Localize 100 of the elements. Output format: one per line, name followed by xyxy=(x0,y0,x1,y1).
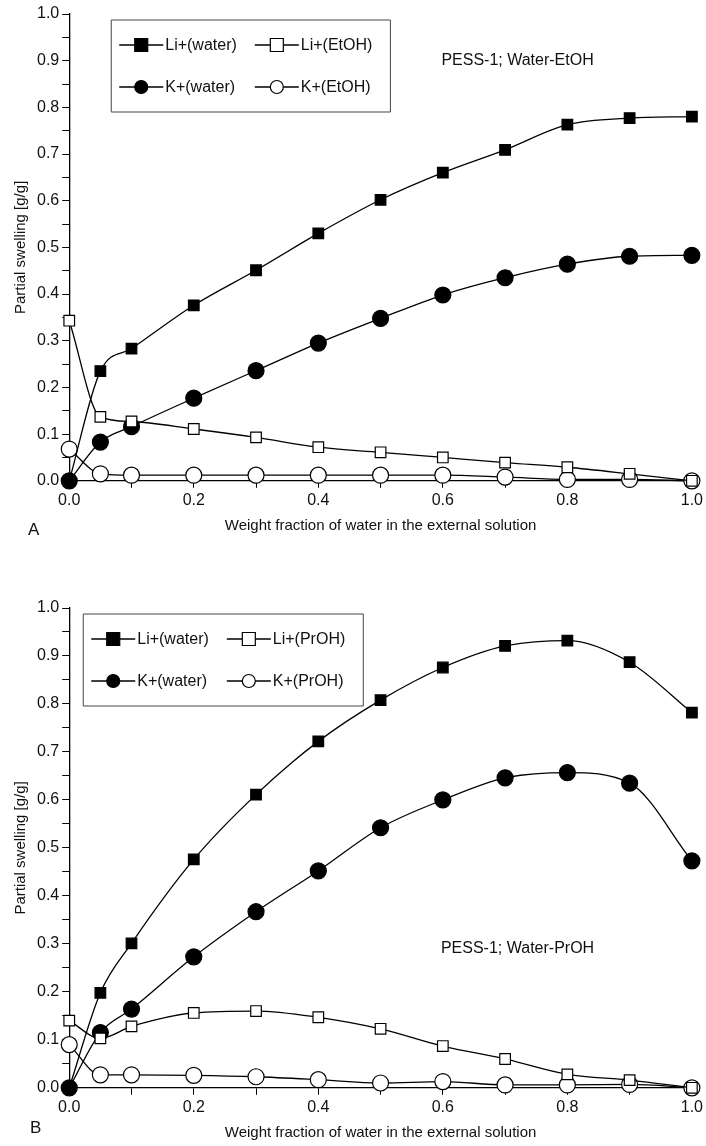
point xyxy=(250,431,262,444)
x-tick-label: 0.8 xyxy=(556,1097,579,1115)
point xyxy=(436,166,449,179)
y-tick-label: 0.9 xyxy=(36,51,60,69)
point xyxy=(309,1071,327,1089)
point xyxy=(621,247,639,265)
point xyxy=(94,365,107,378)
x-tick-label: 0.2 xyxy=(182,1097,205,1115)
y-tick-label: 0.9 xyxy=(36,646,60,664)
legend-label: K+(water) xyxy=(165,78,236,96)
x-tick-label: 0.0 xyxy=(58,1097,81,1115)
point xyxy=(434,466,452,484)
legend-label: Li+(water) xyxy=(137,630,209,648)
point xyxy=(247,1068,265,1086)
legend-label: K+(PrOH) xyxy=(272,672,344,690)
point xyxy=(561,634,574,647)
y-tick-label: 0.7 xyxy=(36,144,60,162)
point xyxy=(374,1022,387,1035)
point xyxy=(436,1040,449,1052)
point xyxy=(185,948,203,966)
point xyxy=(683,246,701,264)
point xyxy=(60,440,78,458)
y-axis-title: Partial swelling [g/g] xyxy=(11,180,29,315)
point xyxy=(685,706,698,719)
legend-label: Li+(water) xyxy=(165,36,237,54)
point xyxy=(561,461,574,474)
point xyxy=(496,1076,514,1094)
point xyxy=(499,143,511,156)
point xyxy=(434,1072,452,1091)
y-tick-label: 0.1 xyxy=(36,424,60,442)
point xyxy=(371,1074,390,1092)
x-tick-label: 0.8 xyxy=(556,490,579,508)
y-tick-label: 0.3 xyxy=(36,331,60,349)
point xyxy=(91,1066,109,1084)
legend-label: K+(EtOH) xyxy=(300,78,371,96)
x-tick-label: 0.4 xyxy=(307,490,330,508)
text: B xyxy=(30,1117,42,1137)
point xyxy=(94,1032,107,1045)
point xyxy=(436,661,449,674)
point xyxy=(496,468,514,486)
point xyxy=(623,467,636,480)
point xyxy=(623,112,636,124)
point xyxy=(309,466,327,484)
point xyxy=(371,819,390,837)
y-tick-label: 0.6 xyxy=(36,790,60,808)
point xyxy=(122,1000,141,1018)
y-tick-label: 0.4 xyxy=(36,886,60,904)
point xyxy=(309,334,327,352)
point xyxy=(434,791,452,809)
point xyxy=(312,1011,325,1024)
point xyxy=(558,255,576,273)
x-tick-label: 0.6 xyxy=(431,490,455,508)
y-axis-title: Partial swelling [g/g] xyxy=(11,781,29,915)
point xyxy=(60,1036,78,1054)
point xyxy=(250,788,262,801)
y-tick-label: 0.8 xyxy=(36,694,60,712)
y-tick-label: 0.0 xyxy=(36,471,60,489)
point xyxy=(561,1068,574,1081)
y-tick-label: 0.5 xyxy=(36,237,60,255)
point xyxy=(94,986,107,999)
y-tick-label: 0.0 xyxy=(36,1078,60,1096)
point xyxy=(94,410,107,423)
point xyxy=(374,193,387,206)
x-tick-label: 0.2 xyxy=(182,490,205,508)
y-tick-label: 0.7 xyxy=(36,742,60,760)
point xyxy=(312,441,325,454)
point xyxy=(91,465,109,483)
point xyxy=(247,362,265,380)
point xyxy=(250,264,262,277)
point xyxy=(250,1005,262,1017)
point xyxy=(187,1007,200,1019)
point xyxy=(312,227,325,240)
point xyxy=(623,656,636,669)
point xyxy=(185,466,203,484)
point xyxy=(91,433,109,451)
point xyxy=(558,763,576,782)
y-tick-label: 0.2 xyxy=(36,982,60,1000)
point xyxy=(496,769,514,787)
point xyxy=(436,451,449,464)
point xyxy=(125,342,138,355)
point xyxy=(187,423,200,435)
point xyxy=(496,269,514,287)
y-tick-label: 0.3 xyxy=(36,934,60,952)
y-tick-label: 0.8 xyxy=(36,97,60,115)
point xyxy=(309,862,327,880)
y-tick-label: 0.6 xyxy=(36,191,60,209)
x-axis-title: Weight fraction of water in the external solution xyxy=(224,1123,537,1141)
y-tick-label: 0.2 xyxy=(36,377,60,395)
legend-label: K+(water) xyxy=(137,672,208,690)
point xyxy=(499,640,511,652)
y-tick-label: 0.1 xyxy=(36,1030,60,1048)
x-axis-title: Weight fraction of water in the external solution xyxy=(224,516,537,534)
x-tick-label: 0.6 xyxy=(431,1097,455,1115)
annotation: PESS-1; Water-EtOH xyxy=(441,51,594,69)
x-tick-label: 1.0 xyxy=(680,1097,704,1115)
point xyxy=(499,1053,511,1065)
legend-label: Li+(EtOH) xyxy=(300,36,373,54)
x-tick-label: 1.0 xyxy=(680,490,704,508)
annotation: PESS-1; Water-PrOH xyxy=(440,939,595,957)
point xyxy=(683,852,701,870)
